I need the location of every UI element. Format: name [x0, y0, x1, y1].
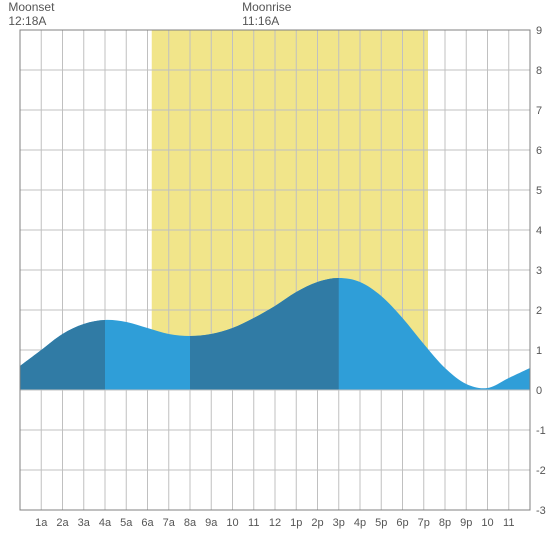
svg-text:3: 3: [536, 265, 542, 277]
svg-text:2: 2: [536, 305, 542, 317]
svg-text:1: 1: [536, 345, 542, 357]
svg-text:8p: 8p: [439, 517, 451, 529]
moonrise-title: Moonrise: [242, 0, 291, 14]
svg-text:4a: 4a: [99, 517, 112, 529]
moonrise-time: 11:16A: [242, 14, 291, 28]
svg-text:3a: 3a: [78, 517, 91, 529]
svg-text:9a: 9a: [205, 517, 218, 529]
svg-text:-1: -1: [536, 425, 546, 437]
svg-text:7a: 7a: [163, 517, 176, 529]
svg-text:10: 10: [481, 517, 493, 529]
svg-text:6: 6: [536, 145, 542, 157]
svg-text:8: 8: [536, 65, 542, 77]
svg-text:7p: 7p: [418, 517, 430, 529]
svg-text:1a: 1a: [35, 517, 48, 529]
svg-text:2a: 2a: [56, 517, 69, 529]
chart-svg: 1a2a3a4a5a6a7a8a9a1011121p2p3p4p5p6p7p8p…: [0, 0, 550, 550]
svg-text:10: 10: [226, 517, 238, 529]
svg-text:7: 7: [536, 105, 542, 117]
svg-text:9p: 9p: [460, 517, 472, 529]
svg-text:6a: 6a: [141, 517, 154, 529]
moonset-label: Moonset 12:18A: [8, 0, 54, 28]
svg-text:5a: 5a: [120, 517, 133, 529]
svg-text:9: 9: [536, 25, 542, 37]
moonset-title: Moonset: [8, 0, 54, 14]
svg-text:8a: 8a: [184, 517, 197, 529]
moonrise-label: Moonrise 11:16A: [242, 0, 291, 28]
svg-text:4p: 4p: [354, 517, 366, 529]
svg-text:12: 12: [269, 517, 281, 529]
svg-text:0: 0: [536, 385, 542, 397]
tide-chart: 1a2a3a4a5a6a7a8a9a1011121p2p3p4p5p6p7p8p…: [0, 0, 550, 550]
svg-text:5: 5: [536, 185, 542, 197]
svg-text:-3: -3: [536, 505, 546, 517]
svg-text:11: 11: [503, 517, 514, 529]
svg-text:-2: -2: [536, 465, 546, 477]
moonset-time: 12:18A: [8, 14, 54, 28]
svg-text:1p: 1p: [290, 517, 302, 529]
svg-text:3p: 3p: [333, 517, 345, 529]
svg-text:11: 11: [248, 517, 259, 529]
svg-text:5p: 5p: [375, 517, 387, 529]
svg-text:2p: 2p: [311, 517, 323, 529]
svg-text:6p: 6p: [396, 517, 408, 529]
svg-text:4: 4: [536, 225, 542, 237]
